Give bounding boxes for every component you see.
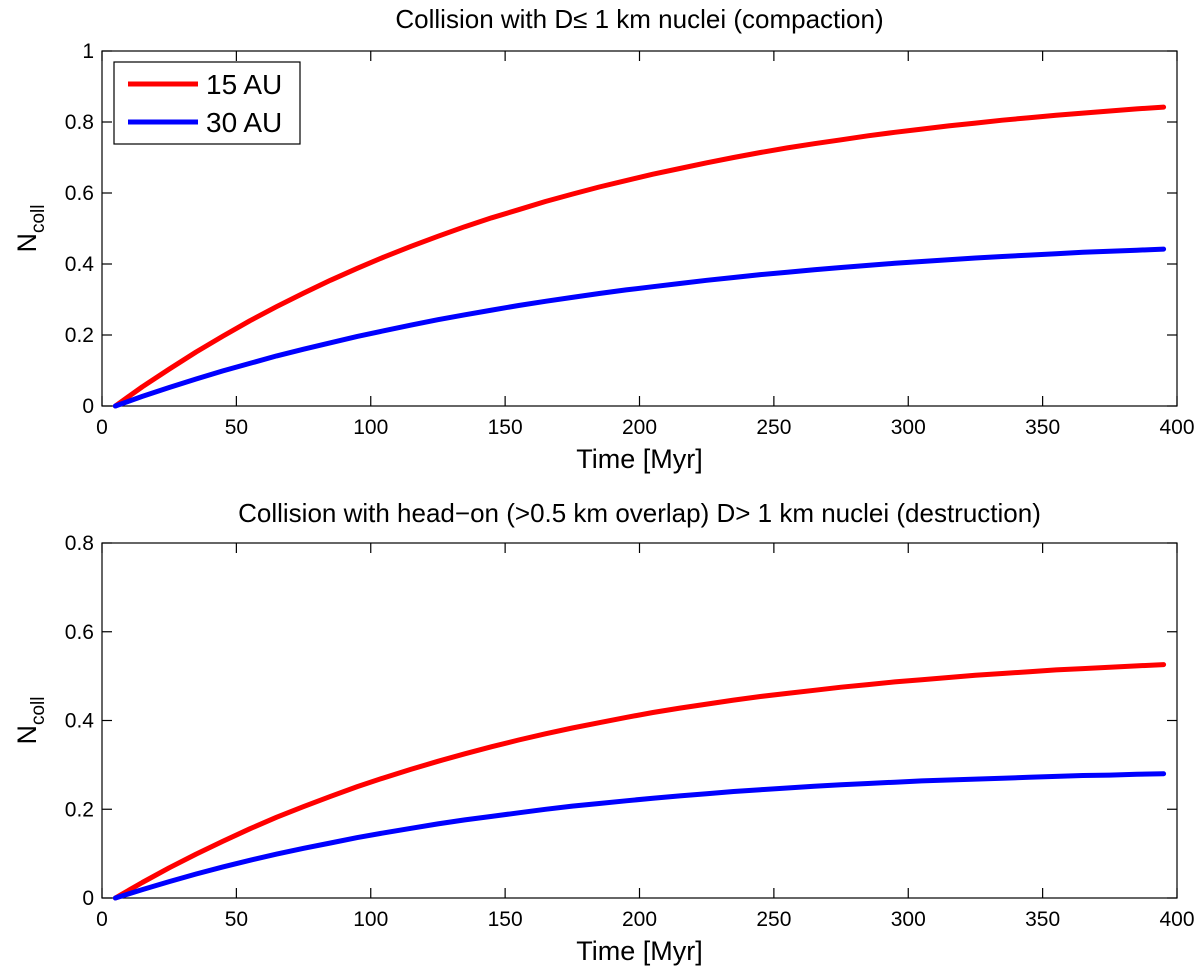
legend: 15 AU 30 AU [113, 61, 301, 145]
x-tick-label: 200 [622, 416, 657, 439]
legend-label: 30 AU [206, 107, 282, 138]
x-tick-label: 150 [488, 416, 523, 439]
y-tick-label: 0 [82, 887, 94, 910]
x-tick-label: 250 [756, 908, 791, 931]
y-tick-label: 0.8 [65, 111, 94, 134]
x-tick-label: 150 [488, 908, 523, 931]
y-tick-label: 0.8 [65, 532, 94, 555]
plot-area-frame [101, 542, 1178, 899]
x-tick-label: 50 [225, 416, 248, 439]
x-tick-label: 350 [1025, 908, 1060, 931]
x-tick-label: 100 [353, 416, 388, 439]
chart-panel-2: Collision with head−on (>0.5 km overlap)… [12, 498, 1195, 966]
series-line-series-2 [112, 771, 1167, 901]
legend-label: 15 AU [206, 69, 282, 100]
y-tick-label: 0.4 [65, 710, 95, 733]
x-axis-label: Time [Myr] [576, 444, 702, 474]
y-tick-label: 0 [82, 395, 94, 418]
x-tick-label: 50 [225, 908, 248, 931]
x-tick-label: 400 [1159, 908, 1194, 931]
x-tick-label: 400 [1159, 416, 1194, 439]
y-tick-label: 1 [82, 40, 94, 63]
y-tick-label: 0.2 [65, 798, 94, 821]
series-line-30-au [112, 246, 1167, 409]
y-axis-label: Ncoll [12, 204, 49, 252]
x-tick-label: 0 [96, 416, 108, 439]
chart-panel-1: Collision with D≤ 1 km nuclei (compactio… [12, 4, 1195, 474]
y-axis-label: Ncoll [12, 696, 49, 744]
chart-title: Collision with D≤ 1 km nuclei (compactio… [395, 4, 883, 34]
x-axis-label: Time [Myr] [576, 936, 702, 966]
x-tick-label: 200 [622, 908, 657, 931]
x-tick-label: 300 [891, 908, 926, 931]
legend-box [113, 61, 301, 145]
x-tick-label: 100 [353, 908, 388, 931]
chart-title: Collision with head−on (>0.5 km overlap)… [238, 498, 1041, 528]
y-tick-label: 0.6 [65, 621, 94, 644]
y-tick-label: 0.2 [65, 324, 94, 347]
x-tick-label: 300 [891, 416, 926, 439]
y-tick-label: 0.4 [65, 253, 95, 276]
x-tick-label: 0 [96, 908, 108, 931]
x-tick-label: 350 [1025, 416, 1060, 439]
y-tick-label: 0.6 [65, 182, 94, 205]
series-line-15-au [112, 104, 1167, 409]
x-tick-label: 250 [756, 416, 791, 439]
series-line-series-1 [112, 662, 1167, 901]
